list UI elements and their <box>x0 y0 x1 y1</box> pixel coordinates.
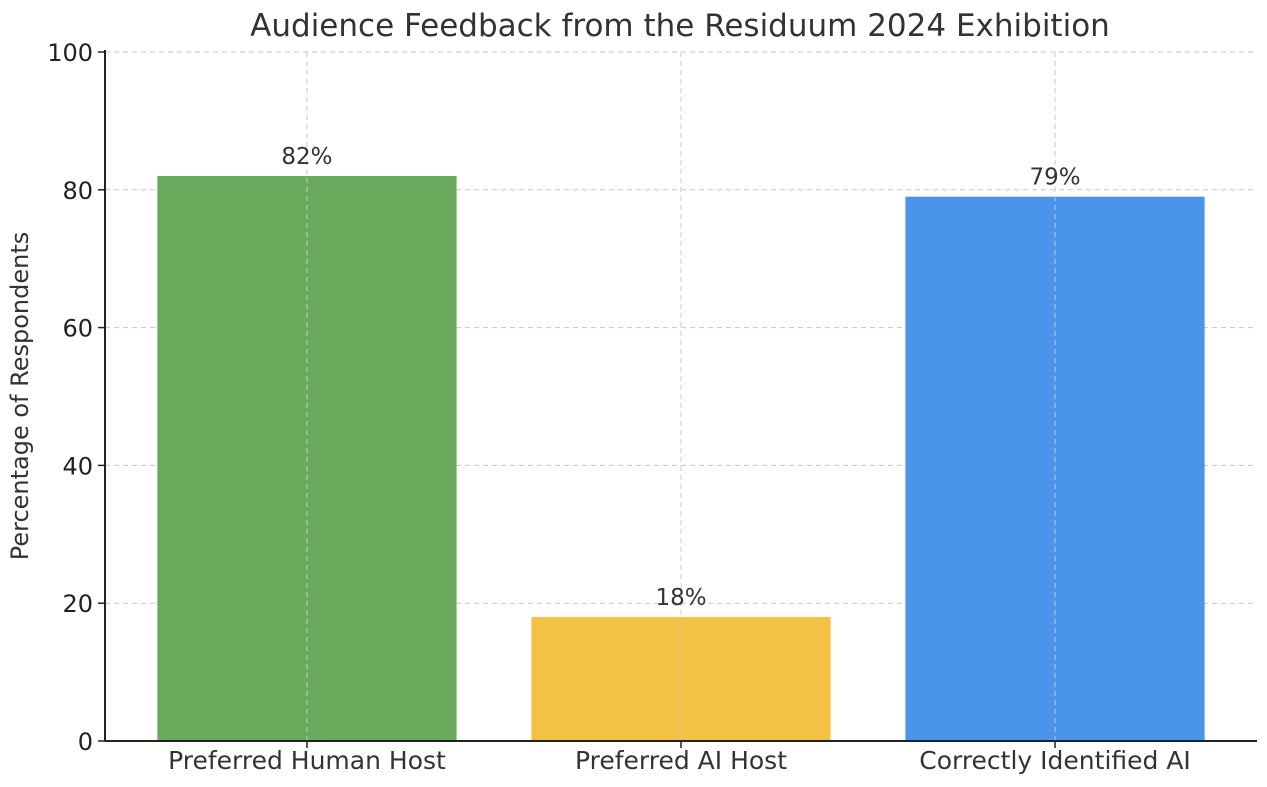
y-tick-label: 0 <box>78 728 93 756</box>
chart-title: Audience Feedback from the Residuum 2024… <box>250 8 1110 44</box>
y-tick-label: 40 <box>62 452 93 480</box>
y-tick-label: 100 <box>47 39 93 67</box>
y-tick-label: 60 <box>62 315 93 343</box>
bar-value-label: 79% <box>1029 165 1080 191</box>
axis-ticks: 0 20 40 60 80 100 Preferred Human Host Preferre… <box>47 39 1191 775</box>
y-tick-label: 20 <box>62 590 93 618</box>
data-labels: 82% 18% 79% <box>281 52 1081 741</box>
bar-value-label: 18% <box>655 585 706 611</box>
y-tick-label: 80 <box>62 177 93 205</box>
x-tick-label: Correctly Identified AI <box>919 746 1191 775</box>
bar-value-label: 82% <box>281 144 332 170</box>
y-axis-label: Percentage of Respondents <box>6 232 34 561</box>
x-tick-label: Preferred AI Host <box>575 746 787 775</box>
x-tick-label: Preferred Human Host <box>168 746 446 775</box>
